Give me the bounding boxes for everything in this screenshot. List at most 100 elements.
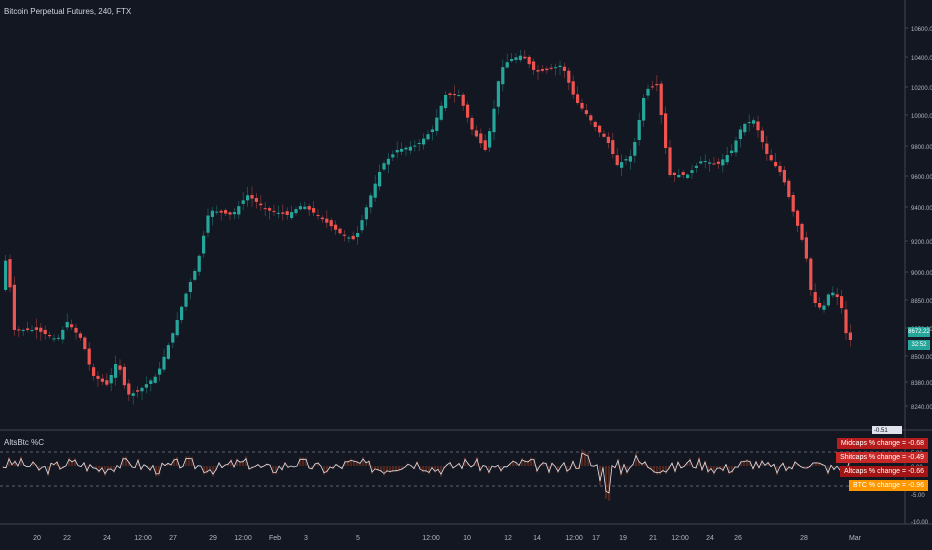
histogram-bar	[500, 466, 503, 473]
histogram-bar	[230, 459, 233, 466]
candle-body	[840, 296, 844, 308]
histogram-bar	[401, 466, 404, 470]
candle-body	[778, 166, 782, 173]
candle-body	[708, 162, 712, 164]
candle-body	[294, 209, 298, 214]
histogram-bar	[104, 466, 107, 476]
time-axis-label: 28	[800, 535, 808, 542]
indicator-title: AltsBtc %C	[4, 438, 45, 447]
candle-body	[342, 234, 346, 236]
histogram-bar	[137, 458, 140, 466]
candle-body	[39, 327, 43, 332]
price-tick-label: 10200.00	[911, 86, 932, 92]
candle-body	[628, 156, 632, 162]
histogram-bar	[101, 466, 104, 469]
candle-body	[109, 375, 113, 384]
histogram-bar	[641, 463, 644, 466]
histogram-bar	[275, 466, 278, 475]
candle-body	[215, 211, 219, 213]
candle-body	[70, 324, 74, 328]
candle-body	[87, 348, 91, 365]
time-axis-label: 12	[504, 535, 512, 542]
histogram-bar	[371, 466, 374, 474]
histogram-bar	[815, 462, 818, 466]
histogram-bar	[536, 466, 539, 473]
histogram-bar	[677, 461, 680, 466]
histogram-bar	[806, 466, 809, 469]
histogram-bar	[92, 466, 95, 469]
histogram-bar	[524, 460, 527, 466]
histogram-bar	[719, 466, 722, 469]
candle-body	[312, 208, 316, 213]
candle-body	[373, 183, 377, 198]
histogram-bar	[650, 466, 653, 470]
indicator-histogram	[2, 449, 851, 501]
time-axis-label: 21	[649, 535, 657, 542]
candle-body	[166, 345, 170, 359]
histogram-bar	[38, 466, 41, 472]
indicator-tick-label: -5.00	[911, 493, 925, 499]
histogram-bar	[674, 466, 677, 473]
candle-body	[642, 98, 646, 121]
candle-body	[655, 84, 659, 86]
candle-body	[259, 203, 263, 206]
candle-body	[523, 56, 527, 59]
histogram-bar	[632, 463, 635, 466]
candle-body	[224, 210, 228, 214]
candle-body	[206, 215, 210, 233]
time-axis-label: 12:00	[565, 535, 583, 542]
candle-body	[637, 120, 641, 141]
histogram-bar	[173, 458, 176, 466]
histogram-bar	[32, 460, 35, 466]
legend-midcaps-value: -0.68	[908, 440, 924, 447]
histogram-bar	[203, 466, 206, 475]
histogram-bar	[392, 466, 395, 473]
histogram-bar	[95, 466, 98, 469]
candle-body	[567, 70, 571, 83]
candle-body	[545, 68, 549, 71]
histogram-bar	[542, 461, 545, 466]
histogram-bar	[626, 466, 629, 474]
histogram-bar	[149, 466, 152, 472]
candle-body	[703, 161, 707, 162]
candle-body	[576, 94, 580, 103]
histogram-bar	[326, 466, 329, 473]
candle-body	[721, 159, 725, 166]
histogram-bar	[56, 460, 59, 466]
histogram-bar	[386, 466, 389, 473]
candle-body	[527, 56, 531, 65]
histogram-bar	[530, 457, 533, 466]
candle-body	[800, 223, 804, 240]
histogram-bar	[434, 466, 437, 473]
histogram-bar	[821, 463, 824, 466]
histogram-bar	[374, 466, 377, 470]
histogram-bar	[818, 462, 821, 466]
legend-altcaps: Altcaps % change = -0.66	[840, 466, 928, 477]
histogram-bar	[515, 461, 518, 466]
histogram-bar	[185, 456, 188, 466]
candle-body	[78, 333, 82, 338]
candle-body	[202, 235, 206, 254]
histogram-bar	[272, 466, 275, 475]
time-axis-label: 14	[533, 535, 541, 542]
candle-body	[369, 195, 373, 208]
histogram-bar	[425, 466, 428, 473]
candle-body	[83, 337, 87, 350]
candle-body	[549, 67, 553, 69]
candle-body	[114, 364, 118, 378]
candle-body	[285, 211, 289, 215]
candle-body	[237, 206, 241, 215]
histogram-bar	[635, 452, 638, 466]
candle-body	[338, 228, 342, 234]
histogram-bar	[227, 463, 230, 466]
candle-body	[404, 147, 408, 150]
candle-body	[694, 165, 698, 168]
candle-body	[558, 65, 562, 67]
histogram-bar	[380, 466, 383, 473]
price-tick-label: 10000.00	[911, 114, 932, 120]
histogram-bar	[473, 464, 476, 466]
histogram-bar	[587, 453, 590, 466]
candle-body	[232, 212, 236, 215]
indicator-current-tag: -0.51	[874, 428, 888, 434]
